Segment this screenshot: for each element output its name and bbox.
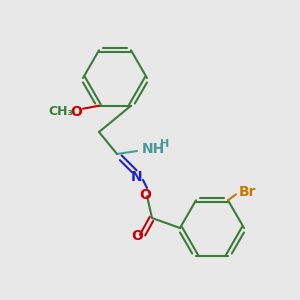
Text: Br: Br [239,185,257,199]
Text: NH: NH [141,142,165,156]
Text: O: O [70,105,82,119]
Text: N: N [131,170,143,184]
Text: H: H [160,139,169,149]
Text: CH₃: CH₃ [49,105,74,118]
Text: O: O [131,229,143,243]
Text: O: O [139,188,151,202]
